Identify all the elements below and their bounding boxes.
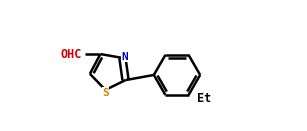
Text: Et: Et <box>197 92 211 105</box>
Text: OHC: OHC <box>61 48 82 61</box>
Text: N: N <box>121 52 128 62</box>
Text: S: S <box>102 88 109 98</box>
